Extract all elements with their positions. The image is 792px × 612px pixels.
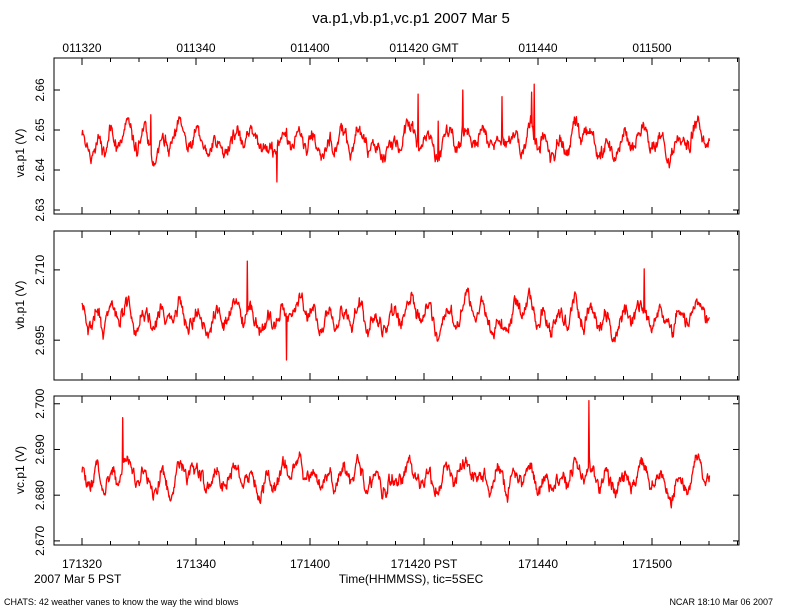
series-line-vb.p1 [81, 260, 711, 361]
chart-title: va.p1,vb.p1,vc.p1 2007 Mar 5 [312, 10, 510, 27]
panel-vb: vb.p1 (V) 2.695 2.710 [13, 230, 740, 381]
top-tick-label: 011340 [176, 41, 215, 55]
y-tick-label: 2.700 [33, 388, 47, 418]
bottom-tick-label: 171420 PST [391, 557, 458, 571]
panel-frame [53, 57, 740, 215]
date-label: 2007 Mar 5 PST [34, 572, 122, 586]
panel-va: va.p1 (V) 2.63 2.64 2.65 2.66 [13, 57, 740, 222]
y-tick-label: 2.690 [33, 434, 47, 464]
panel-frame [53, 395, 740, 546]
panel-frame [53, 230, 740, 381]
series-line-vc.p1 [81, 399, 711, 509]
y-tick-label: 2.65 [33, 118, 47, 142]
y-axis-label-vb: vb.p1 (V) [13, 281, 27, 330]
top-time-axis: 011320 011340 011400 011420 GMT 011440 011500 [62, 41, 671, 55]
top-tick-label: 011440 [518, 41, 557, 55]
y-tick-label: 2.680 [33, 480, 47, 510]
y-axis-label-va: va.p1 (V) [13, 129, 27, 178]
top-tick-label: 011320 [62, 41, 101, 55]
y-tick-label: 2.63 [33, 198, 47, 222]
footer-caption: CHATS: 42 weather vanes to know the way … [4, 597, 239, 607]
footer-timestamp: NCAR 18:10 Mar 06 2007 [669, 597, 773, 607]
bottom-time-axis: 171320 171340 171400 171420 PST 171440 171500 [62, 557, 672, 571]
top-tick-label: 011420 GMT [389, 41, 459, 55]
panel-vc: vc.p1 (V) 2.670 2.680 2.690 2.700 [13, 388, 740, 556]
y-tick-label: 2.66 [33, 78, 47, 102]
bottom-tick-label: 171500 [632, 557, 672, 571]
bottom-tick-label: 171320 [62, 557, 102, 571]
bottom-tick-label: 171400 [290, 557, 330, 571]
y-tick-label: 2.670 [33, 526, 47, 556]
series-line-va.p1 [81, 83, 711, 183]
x-axis-label: Time(HHMMSS), tic=5SEC [339, 572, 484, 586]
y-tick-label: 2.64 [33, 158, 47, 182]
y-tick-label: 2.710 [33, 255, 47, 285]
y-tick-label: 2.695 [33, 325, 47, 355]
top-tick-label: 011400 [290, 41, 329, 55]
y-axis-label-vc: vc.p1 (V) [13, 446, 27, 494]
bottom-tick-label: 171440 [518, 557, 558, 571]
top-tick-label: 011500 [632, 41, 671, 55]
bottom-tick-label: 171340 [176, 557, 216, 571]
